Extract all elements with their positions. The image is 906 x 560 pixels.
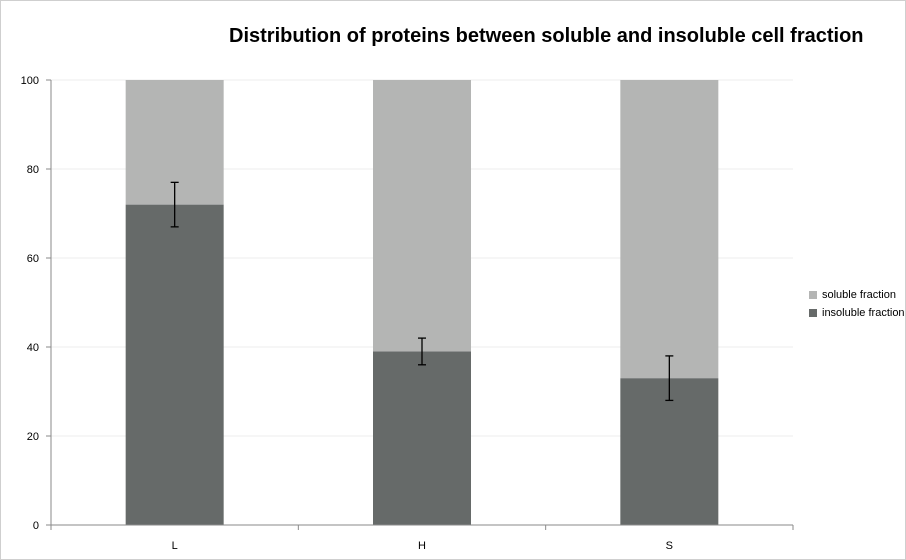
bar-insoluble-S — [620, 378, 719, 525]
legend-label-soluble: soluble fraction — [822, 289, 896, 301]
bar-soluble-H — [373, 80, 471, 352]
legend-item-insoluble: insoluble fraction — [809, 304, 905, 322]
axes: 0 20 40 60 80 100 L H S — [21, 75, 794, 552]
x-tick-label: H — [418, 540, 426, 552]
legend-item-soluble: soluble fraction — [809, 286, 905, 304]
x-tick-label: L — [172, 540, 178, 552]
legend-swatch-insoluble — [809, 309, 817, 317]
error-bars — [170, 181, 674, 402]
legend: soluble fraction insoluble fraction — [809, 286, 905, 322]
y-tick-label: 40 — [27, 342, 39, 354]
legend-label-insoluble: insoluble fraction — [822, 307, 905, 319]
x-tick-label: S — [666, 540, 673, 552]
bar-insoluble-L — [125, 204, 224, 525]
y-tick-label: 100 — [21, 75, 39, 87]
y-tick-label: 60 — [27, 253, 39, 265]
y-tick-label: 0 — [33, 520, 39, 532]
bars — [125, 80, 719, 525]
legend-swatch-soluble — [809, 291, 817, 299]
chart-title: Distribution of proteins between soluble… — [229, 25, 864, 47]
y-tick-label: 80 — [27, 164, 39, 176]
bar-soluble-S — [620, 80, 719, 379]
bar-insoluble-H — [373, 351, 471, 525]
y-tick-label: 20 — [27, 431, 39, 443]
